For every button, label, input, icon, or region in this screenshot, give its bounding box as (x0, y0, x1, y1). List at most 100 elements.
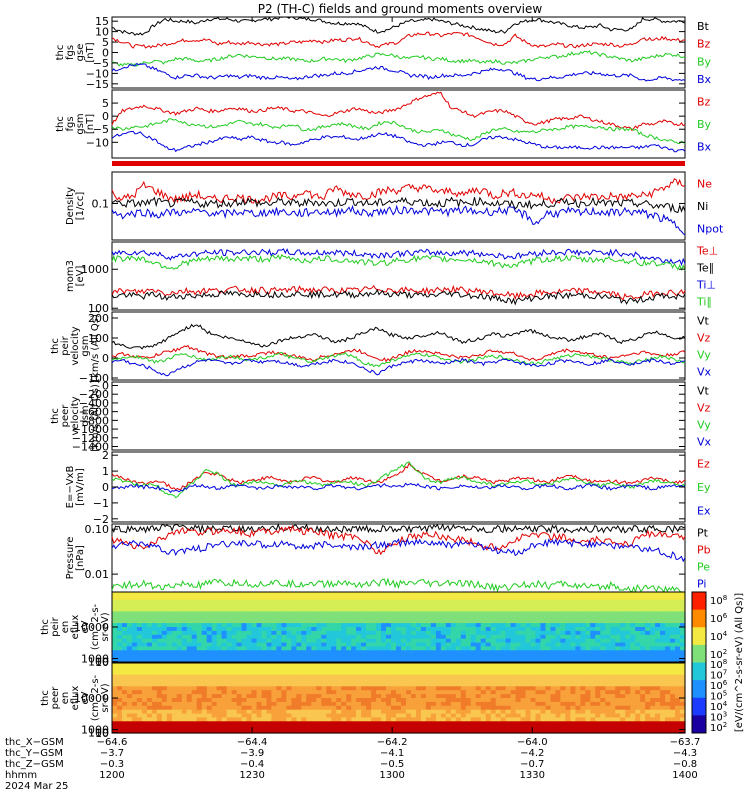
heatmap-cell (131, 646, 138, 651)
heatmap-cell (605, 630, 611, 636)
heatmap-cell (271, 713, 277, 719)
heatmap-cell (241, 670, 248, 676)
heatmap-cell (156, 658, 163, 663)
heatmap-cell (241, 611, 248, 616)
heatmap-cell (525, 592, 532, 597)
heatmap-cell (615, 666, 621, 672)
heatmap-cell (276, 709, 282, 715)
heatmap-cell (151, 619, 158, 624)
heatmap-cell (550, 686, 557, 691)
heatmap-cell (366, 729, 372, 734)
heatmap-cell (570, 619, 576, 624)
heatmap-cell (660, 638, 666, 644)
heatmap-cell (291, 611, 297, 616)
heatmap-cell (595, 638, 601, 644)
legend-entry: Bt (697, 20, 710, 33)
heatmap-cell (331, 674, 337, 680)
heatmap-cell (460, 670, 467, 676)
heatmap-cell (535, 638, 542, 644)
heatmap-cell (445, 642, 452, 648)
heatmap-cell (356, 638, 362, 644)
heatmap-cell (331, 709, 337, 715)
heatmap-cell (680, 592, 686, 597)
heatmap-cell (430, 592, 437, 597)
heatmap-cell (495, 729, 502, 734)
heatmap-cell (291, 721, 297, 726)
heatmap-cell (480, 670, 487, 676)
heatmap-cell (445, 654, 452, 659)
heatmap-cell (331, 595, 337, 601)
series-line (111, 50, 686, 67)
heatmap-cell (356, 607, 362, 613)
heatmap-cell (495, 670, 502, 676)
heatmap-cell (301, 686, 307, 691)
heatmap-cell (490, 701, 497, 707)
heatmap-cell (131, 642, 138, 648)
heatmap-cell (356, 630, 362, 636)
heatmap-cell (311, 592, 317, 597)
heatmap-cell (396, 682, 402, 687)
heatmap-cell (645, 623, 651, 628)
heatmap-cell (301, 729, 307, 734)
heatmap-cell (430, 646, 437, 651)
heatmap-cell (331, 666, 337, 672)
heatmap-cell (555, 630, 562, 636)
heatmap-cell (585, 717, 591, 722)
heatmap-cell (366, 603, 372, 609)
heatmap-cell (550, 690, 557, 695)
heatmap-cell (635, 705, 641, 711)
heatmap-cell (316, 694, 322, 699)
heatmap-cell (460, 607, 467, 613)
heatmap-cell (281, 701, 287, 707)
heatmap-cell (281, 646, 287, 651)
heatmap-cell (575, 686, 581, 691)
heatmap-cell (361, 654, 367, 659)
heatmap-cell (391, 619, 397, 624)
heatmap-cell (645, 654, 651, 659)
heatmap-cell (316, 698, 322, 703)
heatmap-cell (415, 638, 422, 644)
heatmap-cell (176, 603, 183, 609)
heatmap-cell (236, 619, 243, 624)
heatmap-cell (465, 663, 472, 668)
heatmap-cell (291, 670, 297, 676)
legend-entry: Ni (697, 200, 708, 213)
heatmap-cell (236, 701, 243, 707)
heatmap-cell (470, 603, 477, 609)
heatmap-cell (216, 674, 223, 680)
heatmap-cell (266, 701, 273, 707)
heatmap-cell (580, 686, 586, 691)
heatmap-cell (615, 694, 621, 699)
heatmap-cell (615, 592, 621, 597)
heatmap-cell (366, 663, 372, 668)
heatmap-cell (585, 592, 591, 597)
heatmap-cell (490, 705, 497, 711)
heatmap-cell (216, 623, 223, 628)
heatmap-cell (191, 642, 198, 648)
heatmap-cell (540, 686, 547, 691)
heatmap-cell (580, 666, 586, 672)
heatmap-cell (555, 721, 562, 726)
heatmap-cell (525, 650, 532, 655)
heatmap-cell (391, 615, 397, 620)
heatmap-cell (650, 592, 656, 597)
heatmap-cell (435, 642, 442, 648)
heatmap-cell (171, 611, 178, 616)
heatmap-cell (670, 713, 676, 719)
heatmap-cell (450, 690, 457, 695)
heatmap-cell (161, 650, 168, 655)
heatmap-cell (361, 686, 367, 691)
heatmap-cell (575, 717, 581, 722)
heatmap-cell (316, 627, 322, 632)
heatmap-cell (650, 690, 656, 695)
heatmap-cell (545, 666, 552, 672)
heatmap-cell (201, 666, 208, 672)
heatmap-cell (455, 729, 462, 734)
heatmap-cell (425, 717, 432, 722)
heatmap-cell (495, 592, 502, 597)
heatmap-cell (610, 690, 616, 695)
heatmap-cell (161, 678, 168, 684)
heatmap-cell (565, 678, 571, 684)
heatmap-cell (545, 674, 552, 680)
heatmap-cell (122, 638, 128, 644)
